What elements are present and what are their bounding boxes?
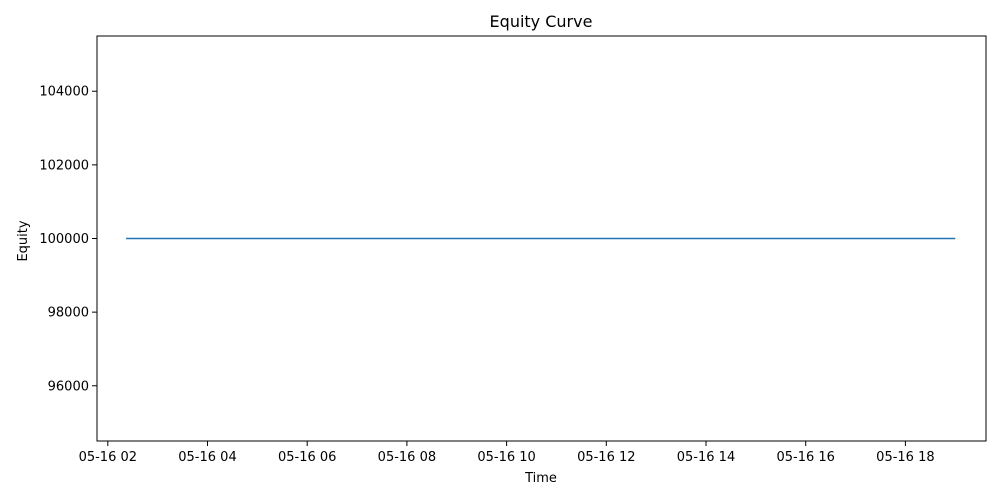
x-tick-label: 05-16 14 (677, 450, 735, 465)
y-tick-label: 96000 (48, 379, 89, 394)
chart-title: Equity Curve (490, 12, 593, 31)
x-tick-label: 05-16 16 (776, 450, 834, 465)
x-tick-label: 05-16 18 (876, 450, 934, 465)
plot-area: 05-16 02 05-16 04 05-16 06 05-16 08 05-16 10… (39, 35, 987, 465)
x-tick-label: 05-16 04 (178, 450, 236, 465)
y-axis-title: Equity (16, 220, 31, 261)
x-tick-label: 05-16 02 (79, 450, 137, 465)
y-tick-label: 104000 (39, 85, 89, 100)
y-tick-label: 98000 (48, 306, 89, 321)
x-tick-label: 05-16 08 (378, 450, 436, 465)
y-tick-label: 102000 (39, 158, 89, 173)
y-tick-label: 100000 (39, 232, 89, 247)
x-tick-label: 05-16 10 (477, 450, 535, 465)
x-tick-label: 05-16 06 (278, 450, 336, 465)
x-tick-label: 05-16 12 (577, 450, 635, 465)
x-axis-title: Time (524, 471, 557, 486)
